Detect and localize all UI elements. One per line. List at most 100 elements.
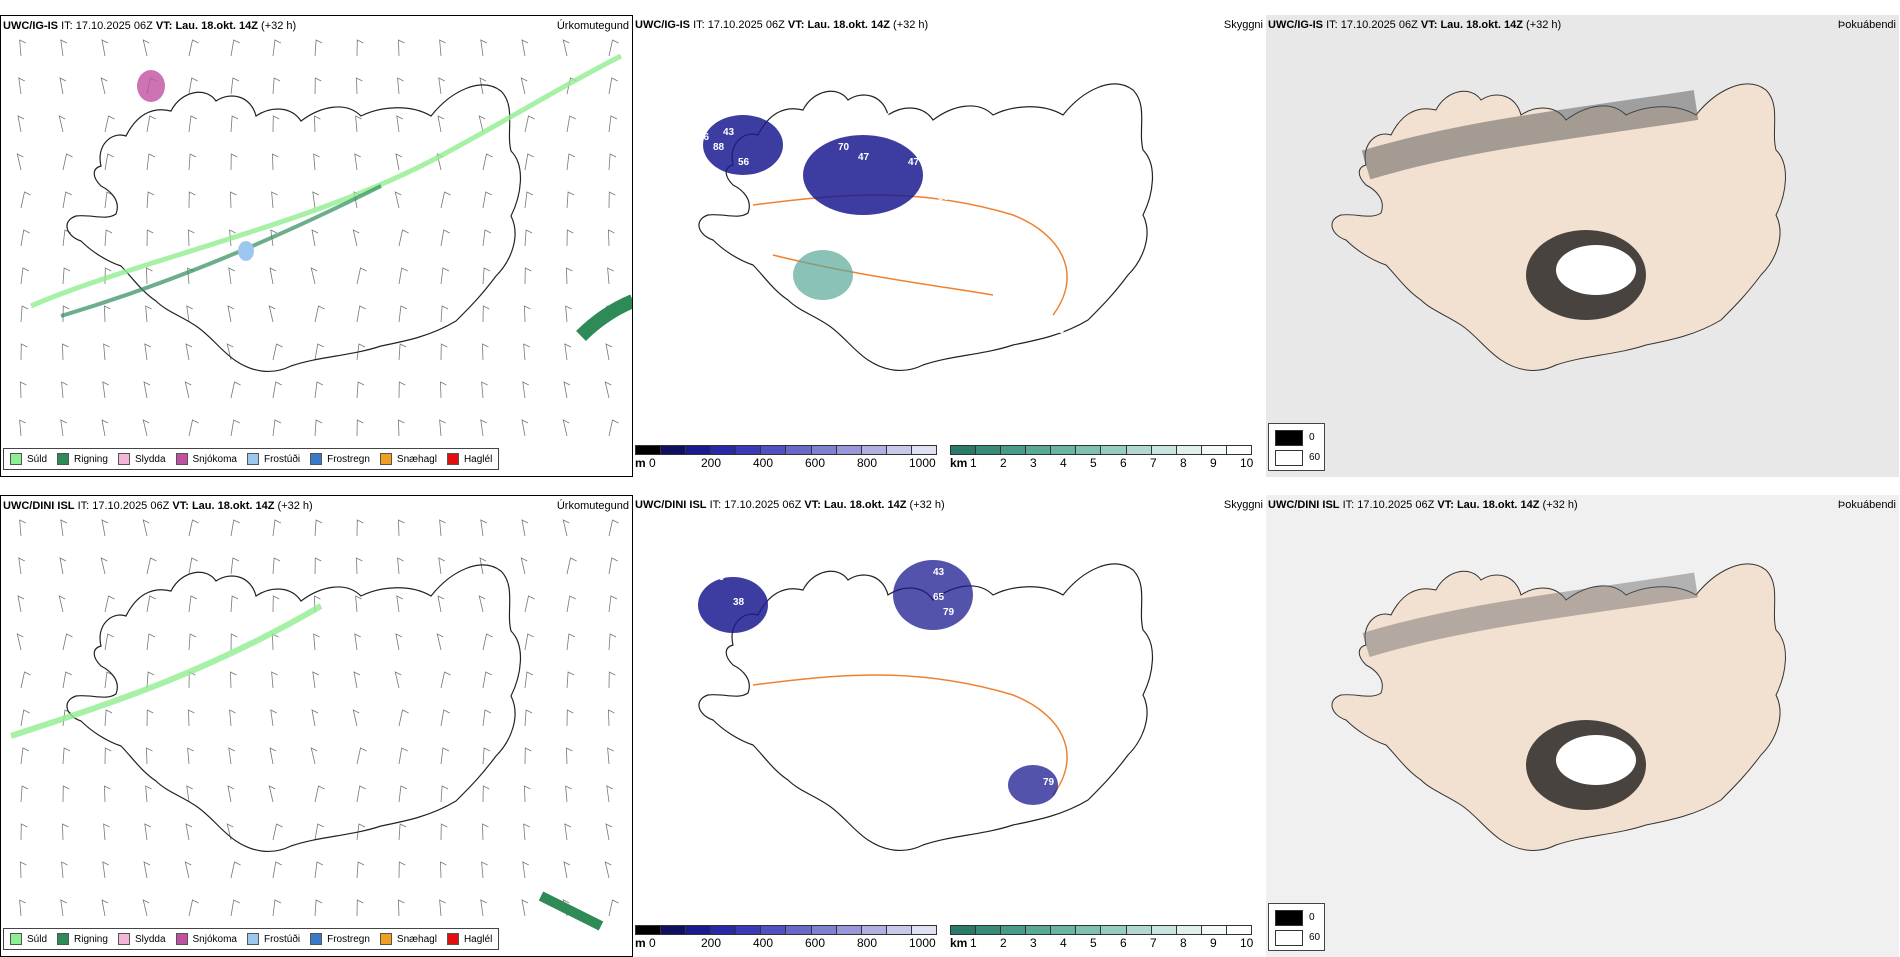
- wind-barb: [60, 39, 67, 57]
- wind-barb: [20, 267, 30, 285]
- wind-barb: [480, 419, 487, 437]
- wind-barb: [146, 267, 153, 285]
- wind-barb: [60, 419, 67, 437]
- wind-barb: [522, 381, 529, 399]
- wind-barb: [314, 115, 321, 133]
- colorbar-tick: 600: [805, 456, 826, 470]
- wind-barb: [398, 785, 408, 803]
- wind-barb: [564, 823, 571, 841]
- wind-barb: [356, 343, 366, 361]
- wind-barb: [20, 671, 31, 689]
- wind-barb: [230, 595, 239, 613]
- wind-barb: [354, 633, 361, 651]
- wind-barb: [62, 785, 70, 803]
- visibility-value-label: 65: [933, 592, 945, 603]
- wind-barb: [18, 557, 25, 575]
- wind-barb: [186, 785, 193, 803]
- wind-barb: [356, 419, 364, 437]
- legend-item: Súld: [10, 933, 47, 945]
- visibility-value-label: 43: [723, 127, 735, 138]
- wind-barb: [520, 557, 528, 575]
- wind-barb: [16, 153, 24, 171]
- wind-barb: [272, 861, 282, 879]
- colorbar-unit: km: [950, 936, 968, 950]
- wind-barb: [352, 709, 360, 727]
- visibility-value-label: 141: [898, 662, 915, 673]
- colorbar-tick: 6: [1120, 936, 1127, 950]
- wind-barb: [101, 419, 109, 437]
- wind-barb: [398, 229, 409, 247]
- panel-type-label: Úrkomutegund: [556, 20, 629, 32]
- colorbar-tick: 1: [970, 456, 977, 470]
- wind-barb: [398, 519, 405, 537]
- colorbar-tick: 0: [649, 936, 656, 950]
- visibility-value-label: 238: [948, 212, 965, 223]
- wind-barb: [521, 419, 529, 437]
- wind-barb: [312, 191, 319, 209]
- wind-barb: [440, 709, 450, 727]
- wind-barb: [482, 305, 490, 323]
- wind-barb: [524, 305, 531, 323]
- wind-barb: [146, 671, 155, 689]
- visibility-value-label: 69: [888, 262, 900, 273]
- fog-map: [1266, 15, 1899, 477]
- visibility-value-label: 79: [943, 607, 955, 618]
- legend-item: Snjókoma: [175, 453, 237, 465]
- wind-barb: [562, 39, 570, 57]
- wind-barb: [608, 191, 616, 209]
- fog-legend: 0 60: [1268, 423, 1325, 471]
- wind-barb: [142, 519, 150, 537]
- visibility-value-label: 63: [943, 247, 955, 258]
- wind-barb: [608, 77, 618, 95]
- colorbar-tick: 10: [1240, 456, 1254, 470]
- wind-barb: [604, 861, 612, 879]
- wind-barb: [272, 115, 280, 133]
- visibility-value-label: 182: [1153, 507, 1170, 518]
- wind-barb: [440, 267, 450, 285]
- precip-map: [16, 39, 632, 437]
- wind-barb: [606, 785, 613, 803]
- wind-barb: [314, 557, 322, 575]
- wind-barb: [566, 709, 574, 727]
- wind-barb: [104, 115, 115, 133]
- fog-legend: 0 60: [1268, 903, 1325, 951]
- colorbar-unit: km: [950, 456, 968, 470]
- legend-swatch: [379, 453, 392, 465]
- wind-barb: [356, 785, 366, 803]
- wind-barb: [101, 899, 109, 917]
- wind-barb: [356, 557, 363, 575]
- wind-barb: [604, 381, 612, 399]
- visibility-value-label: 97: [663, 147, 675, 158]
- wind-barb: [17, 115, 25, 133]
- visibility-value-label: 52: [708, 112, 720, 123]
- legend-label: Snæhagl: [396, 933, 437, 945]
- visibility-value-label: 54: [848, 582, 860, 593]
- wind-barb: [20, 305, 29, 323]
- wind-barb: [100, 77, 108, 95]
- wind-barb: [19, 39, 26, 57]
- visibility-panel-top: UWC/IG-IS IT: 17.10.2025 06Z VT: Lau. 18…: [633, 15, 1266, 477]
- wind-barb: [438, 77, 445, 95]
- wind-barb: [104, 305, 111, 323]
- legend-label: Rigning: [74, 453, 108, 465]
- wind-barb: [482, 343, 489, 361]
- wind-barb: [20, 747, 30, 765]
- wind-barb: [187, 747, 194, 765]
- wind-barb: [608, 419, 619, 437]
- visibility-value-label: 63: [823, 127, 835, 138]
- visibility-value-label: 88: [713, 142, 725, 153]
- wind-barb: [62, 671, 72, 689]
- legend-swatch: [10, 453, 22, 465]
- wind-barb: [62, 267, 71, 285]
- wind-barb: [269, 747, 277, 765]
- wind-barb: [104, 709, 113, 727]
- wind-barb: [482, 785, 490, 803]
- wind-barb: [608, 899, 619, 917]
- visibility-value-label: 150: [1113, 597, 1130, 608]
- wind-barb: [355, 115, 362, 133]
- wind-barb: [62, 153, 73, 171]
- wind-barb: [268, 305, 276, 323]
- wind-barb: [482, 823, 489, 841]
- wind-barb: [314, 785, 325, 803]
- wind-barb: [144, 823, 151, 841]
